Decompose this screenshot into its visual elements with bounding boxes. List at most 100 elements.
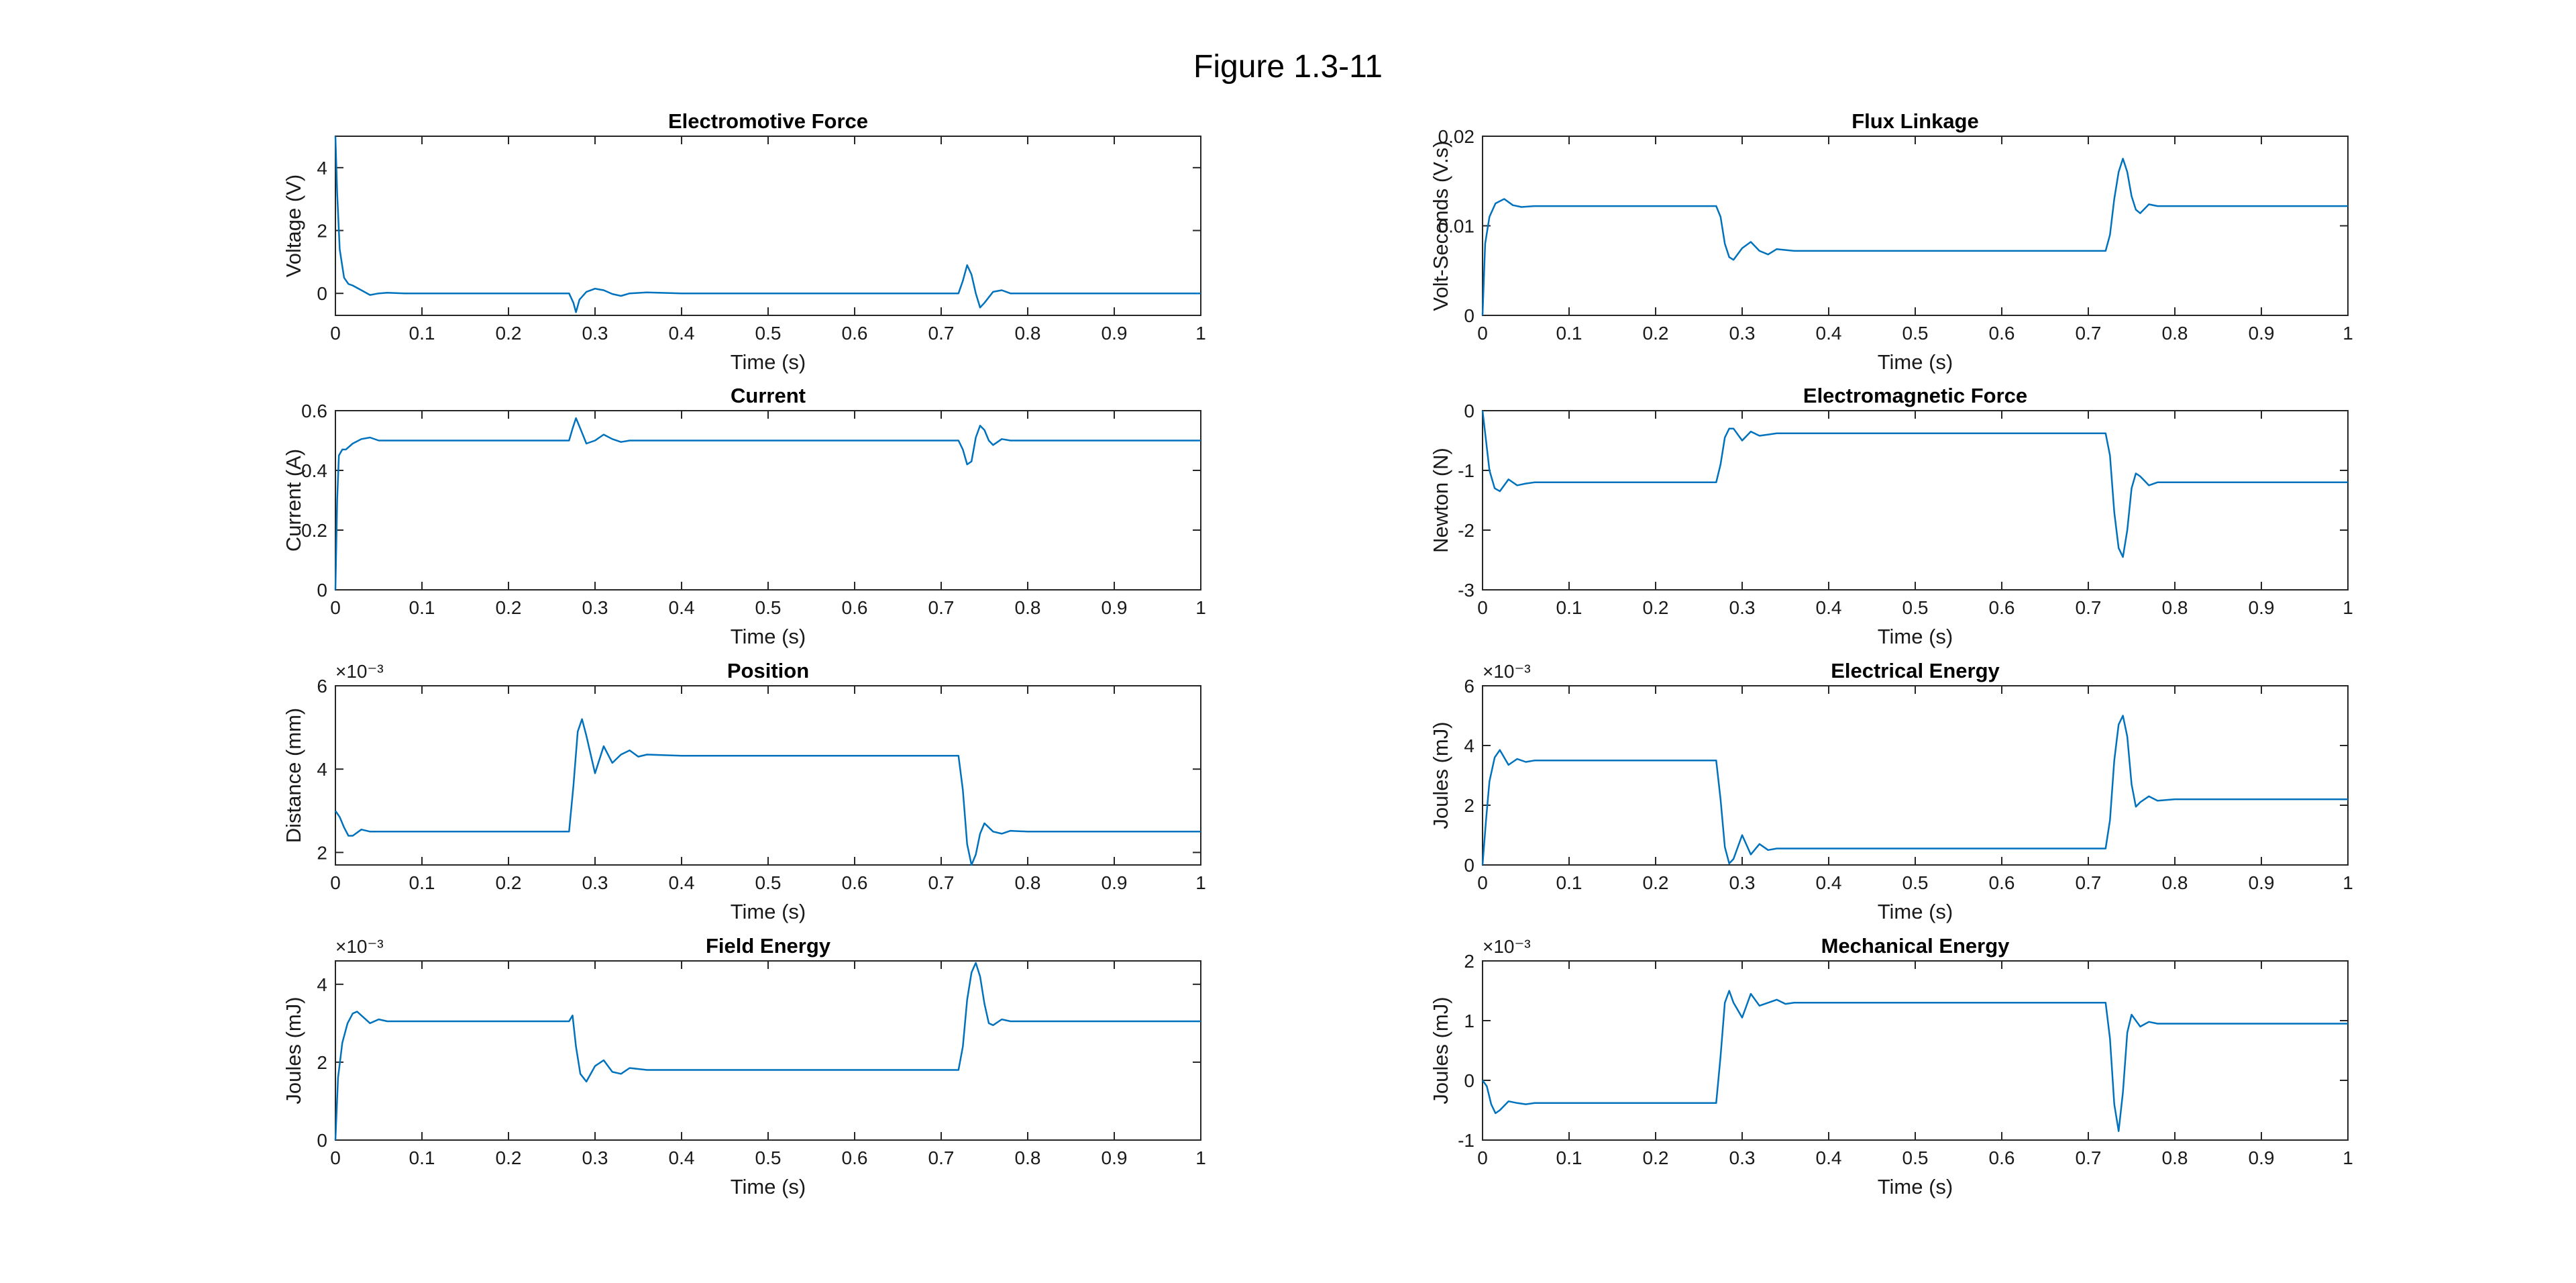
electromagnetic-force-series-line (1481, 410, 2348, 558)
electromagnetic-force-title: Electromagnetic Force (1803, 384, 2027, 407)
flux-linkage-xtick-label: 0 (1477, 323, 1488, 344)
field-energy-xtick-label: 0 (330, 1147, 341, 1168)
electrical-energy-xtick-label: 0.3 (1729, 872, 1756, 893)
mechanical-energy-xtick-label: 0.9 (2249, 1147, 2275, 1168)
flux-linkage-ytick-label: 0 (1464, 305, 1474, 326)
electrical-energy-ytick-label: 0 (1464, 855, 1474, 876)
electromotive-force-xtick-label: 0.1 (409, 323, 435, 344)
current-xtick-label: 0.8 (1015, 597, 1041, 618)
electrical-energy-xtick-label: 0.1 (1556, 872, 1582, 893)
current-ylabel: Current (A) (282, 449, 305, 552)
field-energy-ytick-label: 0 (317, 1130, 327, 1151)
mechanical-energy-axes: 0 0.1 0.2 0.3 0.4 0.5 0.6 0.7 0.8 0.9 1-1012Mechan… (1429, 934, 2353, 1198)
flux-linkage-xlabel: Time (s) (1878, 350, 1953, 374)
position-xtick-label: 0.5 (755, 872, 782, 893)
position-axes: 0 0.1 0.2 0.3 0.4 0.5 0.6 0.7 0.8 0.9 1 2 4 6 Position… (282, 659, 1206, 923)
electromagnetic-force-ytick-label: -2 (1458, 520, 1474, 541)
electromotive-force-ytick-label: 2 (317, 221, 327, 242)
mechanical-energy-title: Mechanical Energy (1821, 934, 2010, 958)
electromagnetic-force-xtick-label: 0.9 (2249, 597, 2275, 618)
field-energy-ytick-label: 4 (317, 974, 327, 995)
electromagnetic-force-ytick-label: -3 (1458, 580, 1474, 601)
electromagnetic-force-xtick-label: 0.1 (1556, 597, 1582, 618)
electromotive-force-xtick-label: 1 (1195, 323, 1206, 344)
mechanical-energy-xtick-label: 0.1 (1556, 1147, 1582, 1168)
electromotive-force-axes: 0 0.1 0.2 0.3 0.4 0.5 0.6 0.7 0.8 0.9 1 0 2 4 Electrom… (282, 109, 1206, 374)
field-energy-xtick-label: 0.9 (1102, 1147, 1128, 1168)
electromagnetic-force-ylabel: Newton (N) (1429, 448, 1452, 553)
flux-linkage-xtick-label: 0.9 (2249, 323, 2275, 344)
flux-linkage-plot-area (1482, 136, 2349, 316)
electrical-energy-y-exponent: ×10⁻³ (1483, 661, 1531, 682)
position-ytick-label: 2 (317, 842, 327, 863)
electrical-energy-xtick-label: 0.9 (2249, 872, 2275, 893)
position-xtick-label: 0 (330, 872, 341, 893)
electrical-energy-xtick-label: 0.5 (1902, 872, 1929, 893)
position-xtick-label: 0.2 (496, 872, 522, 893)
electromotive-force-plot-area (335, 136, 1201, 316)
position-ytick-label: 6 (317, 676, 327, 697)
mechanical-energy-xtick-label: 0.2 (1643, 1147, 1669, 1168)
field-energy-xtick-label: 1 (1195, 1147, 1206, 1168)
field-energy-ytick-label: 2 (317, 1052, 327, 1073)
electromotive-force-xtick-label: 0.5 (755, 323, 782, 344)
flux-linkage-ylabel: Volt-Seconds (V.s) (1429, 141, 1452, 311)
current-xtick-label: 0.1 (409, 597, 435, 618)
electrical-energy-ytick-label: 4 (1464, 735, 1474, 756)
electromagnetic-force-ytick-label: 0 (1464, 401, 1474, 421)
position-xtick-label: 0.3 (582, 872, 608, 893)
field-energy-y-exponent: ×10⁻³ (335, 936, 384, 957)
mechanical-energy-series-line (1481, 990, 2348, 1132)
mechanical-energy-ytick-label: 0 (1464, 1070, 1474, 1091)
figure-title: Figure 1.3-11 (1193, 49, 1383, 85)
current-xtick-label: 0.2 (496, 597, 522, 618)
current-ytick-label: 0 (317, 580, 327, 601)
current-ytick-label: 0.6 (301, 401, 327, 421)
electromagnetic-force-xtick-label: 0.7 (2076, 597, 2102, 618)
electromagnetic-force-xtick-label: 0.2 (1643, 597, 1669, 618)
electrical-energy-title: Electrical Energy (1831, 659, 2000, 682)
current-xtick-label: 0.7 (928, 597, 955, 618)
field-energy-title: Field Energy (706, 934, 831, 958)
electromotive-force-ytick-label: 4 (317, 158, 327, 178)
electromagnetic-force-xtick-label: 0.8 (2162, 597, 2188, 618)
current-xtick-label: 0.5 (755, 597, 782, 618)
flux-linkage-xtick-label: 0.1 (1556, 323, 1582, 344)
flux-linkage-ytick-label: 0.02 (1438, 126, 1475, 147)
electrical-energy-ytick-label: 2 (1464, 795, 1474, 816)
electromotive-force-xtick-label: 0 (330, 323, 341, 344)
field-energy-xtick-label: 0.1 (409, 1147, 435, 1168)
position-xtick-label: 0.6 (842, 872, 868, 893)
electrical-energy-ytick-label: 6 (1464, 676, 1474, 697)
current-xtick-label: 0 (330, 597, 341, 618)
field-energy-axes: 0 0.1 0.2 0.3 0.4 0.5 0.6 0.7 0.8 0.9 1 0 2 4 Field En… (282, 934, 1206, 1198)
flux-linkage-ytick-label: 0.01 (1438, 216, 1475, 237)
field-energy-xtick-label: 0.3 (582, 1147, 608, 1168)
mechanical-energy-xlabel: Time (s) (1878, 1175, 1953, 1198)
flux-linkage-xtick-label: 0.2 (1643, 323, 1669, 344)
electromotive-force-xtick-label: 0.8 (1015, 323, 1041, 344)
flux-linkage-xtick-label: 0.4 (1816, 323, 1842, 344)
position-xlabel: Time (s) (731, 900, 806, 923)
mechanical-energy-xtick-label: 0.6 (1989, 1147, 2015, 1168)
electromotive-force-xtick-label: 0.7 (928, 323, 955, 344)
current-ytick-label: 0.2 (301, 520, 327, 541)
electrical-energy-series-line (1481, 715, 2348, 866)
electrical-energy-xtick-label: 0 (1477, 872, 1488, 893)
current-plot-area (335, 410, 1201, 591)
electromotive-force-xtick-label: 0.2 (496, 323, 522, 344)
current-xtick-label: 0.9 (1102, 597, 1128, 618)
position-xtick-label: 0.4 (669, 872, 695, 893)
flux-linkage-xtick-label: 0.3 (1729, 323, 1756, 344)
field-energy-xtick-label: 0.8 (1015, 1147, 1041, 1168)
electromagnetic-force-xtick-label: 0.4 (1816, 597, 1842, 618)
field-energy-xtick-label: 0.2 (496, 1147, 522, 1168)
field-energy-plot-area (335, 960, 1201, 1141)
position-series-line (334, 718, 1201, 866)
mechanical-energy-xtick-label: 0.4 (1816, 1147, 1842, 1168)
electromotive-force-ylabel: Voltage (V) (282, 174, 305, 277)
electrical-energy-ylabel: Joules (mJ) (1429, 721, 1452, 829)
current-axes: 0 0.1 0.2 0.3 0.4 0.5 0.6 0.7 0.8 0.9 1 0 0.2 0.4 0.6 C… (282, 384, 1206, 648)
current-xlabel: Time (s) (731, 625, 806, 648)
